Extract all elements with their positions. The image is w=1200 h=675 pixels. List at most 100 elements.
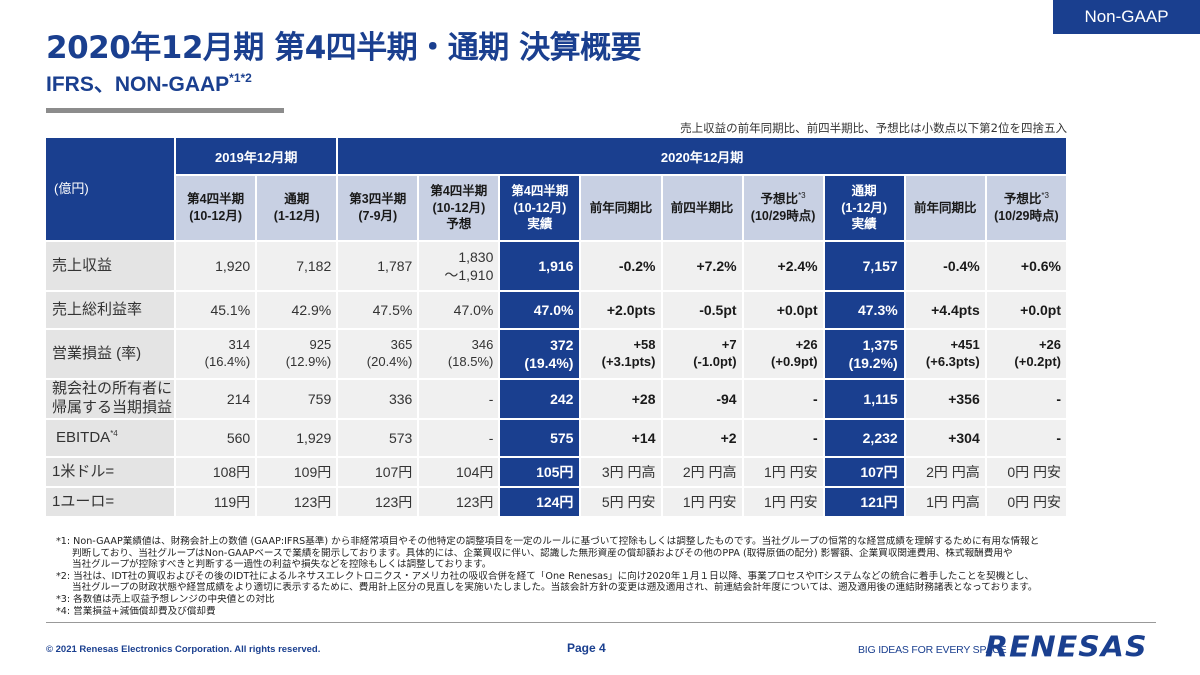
cell-value: 107円 [374,463,413,480]
row-label: 親会社の所有者に 帰属する当期損益 [46,380,177,420]
table-cell: 42.9% [257,292,339,330]
table-cell: - [743,420,825,458]
table-row: 営業損益 (率) 314 (16.4%) 925 (12.9%) 365 (20.4%) 34… [46,330,1068,380]
cell-value: 7,182 [296,257,332,274]
column-header-line: 第4四半期 [430,183,488,198]
footnote-line: *3: 各数値は売上収益予想レンジの中央値との対比 [56,593,275,605]
footnote-line: 当社グループが控除すべきと判断する一過性の利益や損失などを控除もしくは調整してお… [72,559,492,571]
title-underline [46,108,284,113]
cell-value: 1,830 [458,248,494,265]
cell-value: +0.0pt [776,301,818,318]
cell-value: 214 [226,390,251,407]
row-label-line: 1米ドル= [52,462,115,480]
column-header-line: (7-9月) [358,209,398,223]
cell-value: (12.9%) [285,354,332,369]
cell-value: 0円 円安 [1007,493,1061,510]
column-header-line: (10-12月) [513,200,567,215]
table-cell: 7,157 [824,242,906,292]
column-header: 第4四半期 (10-12月) 実績 [500,176,582,242]
footnote-line: 当社グループの財政状態や経営成績をより適切に表示するために、費用計上区分の見直し… [72,582,1038,594]
cell-value: (-1.0pt) [693,354,737,369]
table-cell: 124円 [500,488,582,518]
footnote-line: *4: 営業損益+減価償却費及び償却費 [56,605,216,617]
table-corner: (億円) [46,138,177,242]
table-cell: +26 (+0.9pt) [743,330,825,380]
cell-value: 107円 [860,463,898,480]
row-label-line: 営業損益 (率) [52,344,142,362]
column-header-line: 第3四半期 [349,192,407,207]
table-cell: 107円 [824,458,906,488]
cell-value: 1,787 [377,257,413,274]
table-cell: 107円 [338,458,420,488]
cell-value: 573 [388,429,413,446]
cell-value: -0.2% [618,257,656,274]
table-cell: 214 [176,380,258,420]
column-footnote-ref: *3 [1041,191,1049,201]
renesas-logo: RENESAS [985,630,1148,665]
cell-value: 3円 円高 [601,463,656,480]
table-cell: 242 [500,380,582,420]
table-cell: +304 [905,420,987,458]
table-cell: 47.3% [824,292,906,330]
cell-value: (+0.2pt) [1014,354,1061,369]
row-label: EBITDA*4 [46,420,177,458]
cell-value: 47.3% [857,301,898,318]
cell-value: +26 [795,337,818,353]
cell-value: 104円 [456,463,494,480]
table-cell: 2円 円高 [662,458,744,488]
column-header-line: 前四半期比 [670,200,734,215]
cell-value: 575 [550,429,574,446]
table-row: 親会社の所有者に 帰属する当期損益 214 759 336 - 242 +28 -94 - 1,11… [46,380,1068,420]
table-cell: 336 [338,380,420,420]
financial-summary-table: (億円) 2019年12月期 2020年12月期 第4四半期 (10-12月) 通期… [46,138,1068,518]
table-cell: - [419,420,501,458]
table-cell: 1円 円安 [743,488,825,518]
footnote-line: *1: Non-GAAP業績値は、財務会計上の数値 (GAAP:IFRS基準) … [56,536,1040,547]
cell-value: +304 [948,429,980,446]
cell-value: 0円 円安 [1007,463,1061,480]
row-label: 1ユーロ= [46,488,177,518]
table-cell: +7.2% [662,242,744,292]
table-body: 売上収益 1,920 7,182 1,787 1,830 ～1,910 1,916 -0.2%… [46,242,1068,518]
column-header: 第4四半期 (10-12月) [176,176,258,242]
cell-value: 47.5% [372,301,413,318]
table-cell: 1,375 (19.2%) [824,330,906,380]
table-cell: 104円 [419,458,501,488]
table-cell: 1円 円安 [743,458,825,488]
unit-label: (億円) [54,181,89,196]
column-header: 通期 (1-12月) 実績 [824,176,906,242]
table-cell: 7,182 [257,242,339,292]
cell-value: +2 [720,429,737,446]
page-subtitle: IFRS、NON-GAAP*1*2 [46,68,252,98]
table-cell: 105円 [500,458,582,488]
cell-value: (19.4%) [524,355,574,371]
table-cell: 1円 円高 [905,488,987,518]
column-header-line: (1-12月) [273,209,320,223]
subtitle-text: IFRS、NON-GAAP [46,73,230,96]
table-cell: 5円 円安 [581,488,663,518]
table-cell: 1,787 [338,242,420,292]
column-header-line: (10/29時点) [750,209,816,223]
cell-value: 2,232 [862,429,898,446]
table-cell: - [419,380,501,420]
table-cell: +0.6% [986,242,1068,292]
cell-value: 242 [550,390,574,407]
table-cell: 1円 円安 [662,488,744,518]
column-header-line: (10-12月) [189,209,243,223]
cell-value: 108円 [212,463,251,480]
cell-value: +356 [948,390,980,407]
cell-value: - [812,390,818,407]
column-header: 第4四半期 (10-12月) 予想 [419,176,501,242]
cell-value: ～1,910 [444,267,494,283]
row-label-line: 帰属する当期損益 [52,399,173,416]
table-cell: 346 (18.5%) [419,330,501,380]
table-cell: 1,920 [176,242,258,292]
table-row: EBITDA*4 560 1,929 573 - 575 +14 +2 - 2,232 +304 - [46,420,1068,458]
table-cell: 560 [176,420,258,458]
cell-value: 42.9% [291,301,332,318]
table-cell: +26 (+0.2pt) [986,330,1068,380]
cell-value: 2円 円高 [682,463,737,480]
cell-value: 119円 [213,493,251,510]
rounding-note: 売上収益の前年同期比、前四半期比、予想比は小数点以下第2位を四捨五入 [680,121,1067,135]
footnote-line: *2: 当社は、IDT社の買収およびその後のIDT社によるルネサスエレクトロニク… [56,570,1035,582]
